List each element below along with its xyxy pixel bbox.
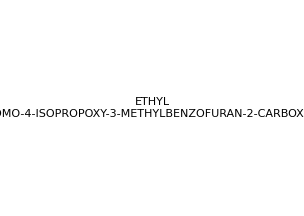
Text: ETHYL 5-BROMO-4-ISOPROPOXY-3-METHYLBENZOFURAN-2-CARBOXYLATE: ETHYL 5-BROMO-4-ISOPROPOXY-3-METHYLBENZO… xyxy=(0,97,304,119)
